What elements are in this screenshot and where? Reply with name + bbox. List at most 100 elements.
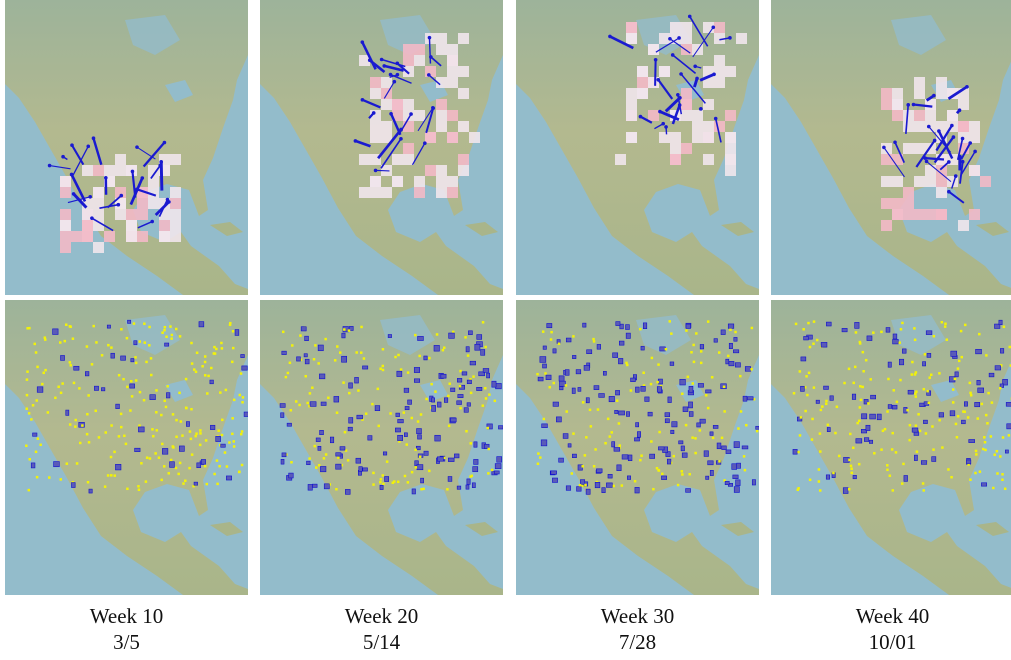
grid-cell bbox=[980, 176, 991, 187]
sighting-box bbox=[689, 386, 693, 392]
sighting-dot bbox=[873, 452, 876, 455]
sighting-dot bbox=[821, 405, 824, 408]
sighting-box bbox=[1006, 402, 1011, 406]
sighting-box bbox=[498, 426, 503, 429]
arrow-head bbox=[361, 40, 365, 44]
sighting-box bbox=[477, 335, 482, 340]
sighting-dot bbox=[382, 474, 385, 477]
grid-cell bbox=[881, 154, 892, 165]
sighting-dot bbox=[178, 392, 181, 395]
sighting-box bbox=[682, 453, 687, 458]
sighting-box bbox=[583, 323, 586, 327]
sighting-box bbox=[74, 366, 79, 370]
sighting-box bbox=[665, 419, 669, 423]
sighting-dot bbox=[854, 366, 857, 369]
sighting-dot bbox=[860, 399, 863, 402]
sighting-dot bbox=[172, 413, 175, 416]
sighting-dot bbox=[287, 372, 290, 375]
sighting-dot bbox=[979, 470, 982, 473]
sighting-box bbox=[566, 486, 570, 490]
sighting-dot bbox=[797, 451, 800, 454]
sighting-box bbox=[830, 396, 833, 401]
sighting-dot bbox=[677, 484, 680, 487]
sighting-box bbox=[742, 446, 748, 449]
grid-cell bbox=[881, 99, 892, 110]
sighting-dot bbox=[205, 439, 208, 442]
sighting-dot bbox=[597, 408, 600, 411]
grid-cell bbox=[458, 154, 469, 165]
sighting-dot bbox=[371, 403, 374, 406]
sighting-box bbox=[641, 346, 644, 350]
sighting-dot bbox=[138, 488, 141, 491]
sighting-dot bbox=[1004, 488, 1007, 491]
sighting-dot bbox=[621, 484, 624, 487]
grid-cell bbox=[392, 176, 403, 187]
grid-cell bbox=[458, 66, 469, 77]
grid-cell bbox=[170, 231, 181, 242]
sighting-box bbox=[733, 475, 738, 479]
sighting-box bbox=[877, 414, 881, 420]
week-label: Week 30 bbox=[516, 604, 759, 628]
arrow-head bbox=[678, 103, 682, 107]
grid-cell bbox=[82, 165, 93, 176]
sighting-dot bbox=[616, 399, 619, 402]
grid-cell bbox=[637, 66, 648, 77]
sighting-dot bbox=[550, 331, 553, 334]
arrow-head bbox=[159, 160, 163, 164]
sighting-dot bbox=[28, 327, 31, 330]
sighting-box bbox=[37, 387, 43, 393]
grid-cell bbox=[403, 143, 414, 154]
sighting-box bbox=[467, 380, 471, 384]
sighting-dot bbox=[146, 456, 149, 459]
sighting-box bbox=[71, 483, 75, 488]
arrow-head bbox=[912, 103, 916, 107]
sighting-dot bbox=[642, 372, 645, 375]
sighting-box bbox=[648, 412, 652, 416]
sighting-dot bbox=[372, 472, 375, 475]
sighting-box bbox=[732, 464, 737, 470]
sighting-dot bbox=[639, 459, 642, 462]
sighting-dot bbox=[382, 365, 385, 368]
sighting-dot bbox=[922, 489, 925, 492]
sighting-box bbox=[686, 489, 691, 493]
sighting-dot bbox=[228, 441, 231, 444]
sighting-dot bbox=[967, 416, 970, 419]
sighting-box bbox=[710, 470, 713, 475]
sighting-dot bbox=[313, 358, 316, 361]
sighting-dot bbox=[378, 425, 381, 428]
sighting-dot bbox=[950, 476, 953, 479]
sighting-box bbox=[559, 458, 564, 462]
arrow-head bbox=[48, 164, 52, 168]
sighting-dot bbox=[69, 423, 72, 426]
sighting-dot bbox=[392, 481, 395, 484]
sighting-dot bbox=[625, 362, 628, 365]
grid-cell bbox=[681, 33, 692, 44]
sighting-dot bbox=[985, 414, 988, 417]
grid-cell bbox=[381, 99, 392, 110]
sighting-dot bbox=[756, 430, 759, 433]
sighting-dot bbox=[213, 346, 216, 349]
grid-cell bbox=[670, 143, 681, 154]
sighting-dot bbox=[952, 388, 955, 391]
sighting-dot bbox=[941, 321, 944, 324]
sighting-dot bbox=[856, 422, 859, 425]
sighting-dot bbox=[204, 361, 207, 364]
sighting-box bbox=[827, 427, 830, 431]
sighting-dot bbox=[850, 467, 853, 470]
sighting-dot bbox=[607, 418, 610, 421]
sighting-dot bbox=[397, 354, 400, 357]
sighting-dot bbox=[924, 353, 927, 356]
grid-cell bbox=[370, 176, 381, 187]
sighting-dot bbox=[448, 425, 451, 428]
sighting-dot bbox=[91, 363, 94, 366]
sighting-dot bbox=[793, 392, 796, 395]
sighting-dot bbox=[143, 399, 146, 402]
sighting-box bbox=[150, 395, 156, 400]
sighting-dot bbox=[231, 433, 234, 436]
sighting-dot bbox=[886, 410, 889, 413]
sighting-box bbox=[179, 446, 184, 451]
arrow-head bbox=[712, 72, 716, 76]
sighting-box bbox=[665, 413, 670, 417]
sighting-dot bbox=[681, 393, 684, 396]
sighting-dot bbox=[931, 425, 934, 428]
